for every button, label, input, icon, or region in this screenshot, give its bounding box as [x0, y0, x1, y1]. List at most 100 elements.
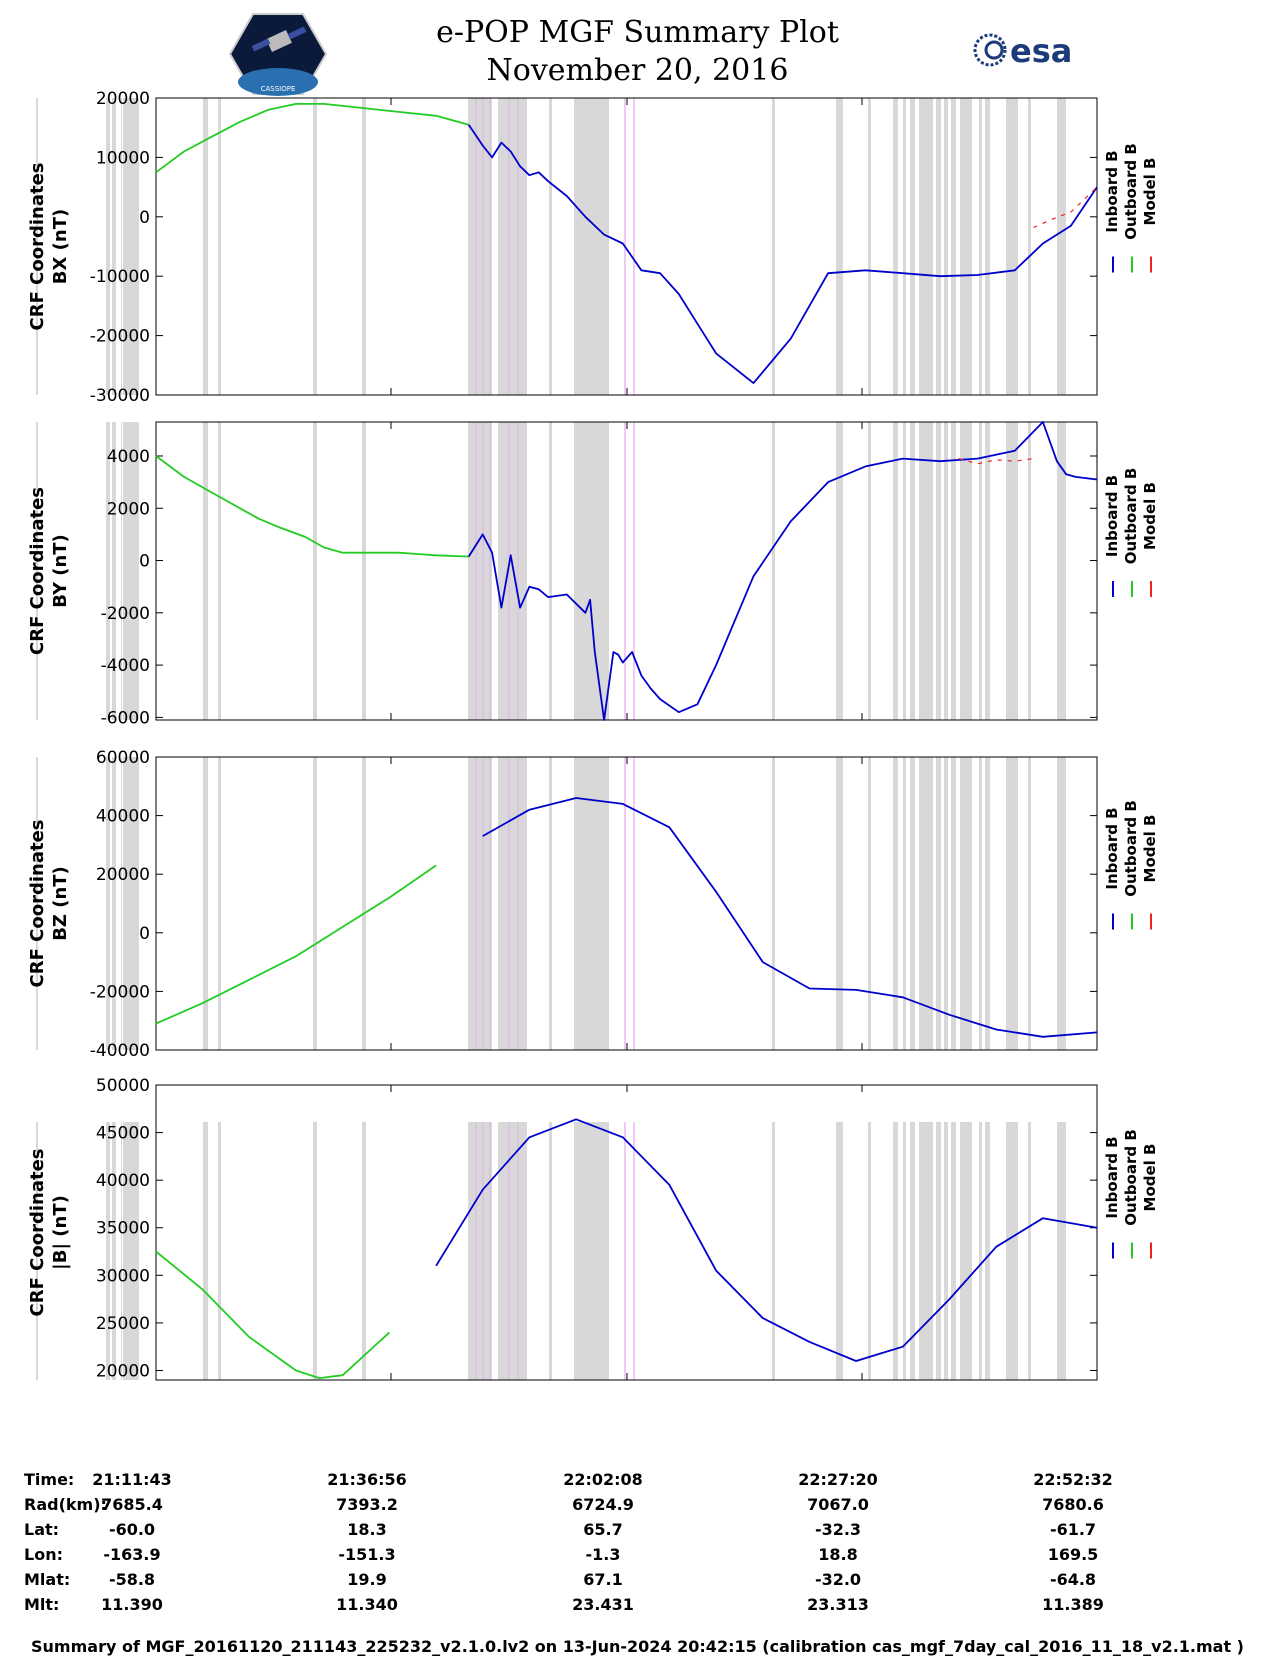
gap-shade-16 — [868, 757, 871, 1050]
info-row-label: Lon: — [24, 1545, 63, 1564]
info-cell: 23.313 — [807, 1595, 869, 1614]
gap-shade-5 — [123, 757, 139, 1050]
info-cell: 67.1 — [583, 1570, 623, 1589]
info-cell: -60.0 — [108, 1520, 156, 1539]
gap-shade-18 — [903, 422, 906, 720]
legend-label-2: Outboard B — [1122, 800, 1140, 897]
y-tick-label: 60000 — [96, 748, 150, 768]
gap-shade-7 — [218, 98, 221, 395]
info-cell: -151.3 — [338, 1545, 396, 1564]
gap-shade-27 — [1006, 1122, 1018, 1380]
info-cell: 11.389 — [1042, 1595, 1104, 1614]
gap-shade-3 — [112, 1122, 116, 1380]
gap-shade-19 — [910, 422, 915, 720]
gap-shade-15 — [836, 98, 843, 395]
gap-shade-1 — [36, 1122, 38, 1380]
orbit-info-table: Time: 21:11:43 21:36:56 22:02:08 22:27:20 22:… — [24, 1470, 1264, 1620]
chart-panel-1: 20000 10000 0 -10000 -20000 -30000 CRF Coordin… — [27, 89, 1159, 406]
cassiope-logo: CASSIOPE — [228, 13, 328, 96]
gap-shade-19 — [910, 757, 915, 1050]
y-tick-label: -4000 — [101, 656, 150, 676]
info-cell: 6724.9 — [572, 1495, 634, 1514]
gap-shade-4 — [121, 422, 122, 720]
info-row-label: Mlat: — [24, 1570, 71, 1589]
series-line-outboard — [155, 1250, 391, 1379]
legend-label-2: Outboard B — [1122, 143, 1140, 240]
gap-shade-24 — [960, 757, 972, 1050]
info-cell: 19.9 — [347, 1570, 387, 1589]
gap-shade-4 — [121, 757, 122, 1050]
gap-shade-28 — [1028, 1122, 1031, 1380]
gap-shade-20 — [919, 1122, 933, 1380]
info-row: Lat: -60.0 18.3 65.7 -32.3 -61.7 — [24, 1520, 1264, 1545]
series-line-outboard — [155, 103, 469, 174]
y-tick-label: 25000 — [96, 1314, 150, 1334]
gap-shade-16 — [868, 422, 871, 720]
gap-shade-14 — [772, 422, 775, 720]
gap-shade-13 — [574, 98, 609, 395]
y-tick-label: 30000 — [96, 1266, 150, 1286]
gap-shade-12 — [549, 1122, 552, 1380]
info-cell: -32.0 — [814, 1570, 862, 1589]
series-line-inboard — [435, 1118, 1098, 1362]
gap-shade-23 — [951, 1122, 956, 1380]
info-cell: 65.7 — [583, 1520, 623, 1539]
gap-shade-2 — [106, 422, 110, 720]
series-line-model — [958, 458, 1034, 465]
gap-shade-6 — [203, 98, 208, 395]
gap-shade-22 — [944, 757, 948, 1050]
series-line-model — [1033, 186, 1098, 229]
info-cell: 21:11:43 — [92, 1470, 172, 1489]
y-tick-label: 20000 — [96, 89, 150, 109]
gap-shade-25 — [979, 422, 982, 720]
series-line-outboard — [155, 864, 437, 1025]
gap-shade-9 — [362, 98, 366, 395]
gap-shade-9 — [362, 757, 366, 1050]
gap-shade-19 — [910, 98, 915, 395]
gap-shade-7 — [218, 422, 221, 720]
info-cell: 7685.4 — [101, 1495, 163, 1514]
info-cell: 22:27:20 — [798, 1470, 878, 1489]
gap-shade-6 — [203, 422, 208, 720]
gap-shade-22 — [944, 1122, 948, 1380]
gap-shade-16 — [868, 1122, 871, 1380]
gap-shade-18 — [903, 757, 906, 1050]
gap-shade-22 — [944, 98, 948, 395]
y-tick-label: 0 — [139, 924, 150, 944]
page-date: November 20, 2016 — [486, 53, 789, 88]
gap-shade-2 — [106, 98, 110, 395]
gap-shade-10 — [468, 757, 492, 1050]
info-row-label: Rad(km): — [24, 1495, 107, 1514]
gap-shade-10 — [468, 98, 492, 395]
info-row-label: Time: — [24, 1470, 75, 1489]
gap-shade-2 — [106, 757, 110, 1050]
y-tick-label: -20000 — [90, 327, 150, 347]
info-cell: 18.3 — [347, 1520, 387, 1539]
gap-shade-21 — [936, 1122, 941, 1380]
gap-shade-20 — [919, 422, 933, 720]
y-tick-label: 35000 — [96, 1219, 150, 1239]
gap-shade-19 — [910, 1122, 915, 1380]
info-cell: -58.8 — [108, 1570, 156, 1589]
legend-label-1: Inboard B — [1103, 1136, 1121, 1218]
gap-shade-1 — [36, 757, 38, 1050]
gap-shade-18 — [903, 98, 906, 395]
info-row: Mlt: 11.390 11.340 23.431 23.313 11.389 — [24, 1595, 1264, 1620]
gap-shade-12 — [549, 757, 552, 1050]
gap-shade-13 — [574, 1122, 609, 1380]
gap-shade-14 — [772, 1122, 775, 1380]
gap-shade-3 — [112, 422, 116, 720]
legend-label-3: Model B — [1141, 1144, 1159, 1212]
legend-label-2: Outboard B — [1122, 468, 1140, 565]
y-tick-label: -40000 — [90, 1041, 150, 1061]
gap-shade-15 — [836, 757, 843, 1050]
y-axis-label-line2: BZ (nT) — [50, 866, 71, 941]
series-line-outboard — [155, 455, 469, 558]
y-tick-label: 45000 — [96, 1124, 150, 1144]
gap-shade-22 — [944, 422, 948, 720]
gap-shade-8 — [313, 98, 317, 395]
gap-shade-26 — [985, 1122, 990, 1380]
gap-shade-20 — [919, 98, 933, 395]
y-tick-label: 20000 — [96, 865, 150, 885]
gap-shade-29 — [1057, 422, 1066, 720]
